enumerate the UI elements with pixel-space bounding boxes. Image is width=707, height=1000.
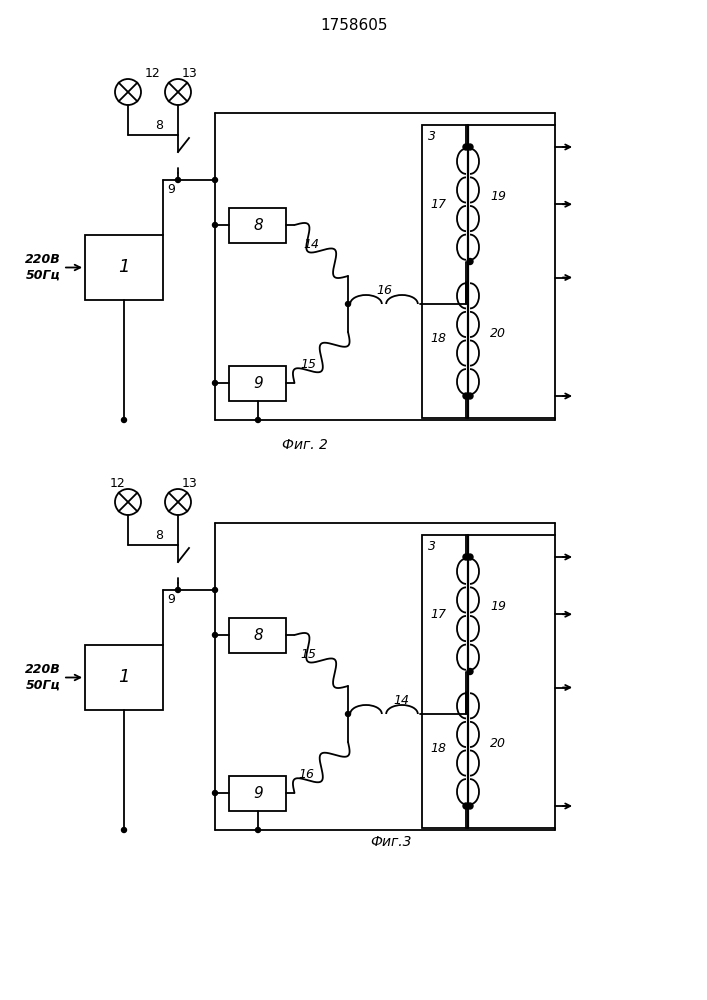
Text: 16: 16 [298,768,315,782]
Circle shape [122,418,127,422]
Circle shape [467,554,473,560]
Text: 17: 17 [430,198,446,211]
Circle shape [213,790,218,796]
Circle shape [463,144,469,150]
Text: 14: 14 [393,694,409,708]
Text: 3: 3 [428,540,436,553]
Bar [230,208,286,242]
Text: 9: 9 [253,375,263,390]
Circle shape [175,587,180,592]
Circle shape [467,803,473,809]
Bar [230,617,286,652]
Text: 1758605: 1758605 [320,18,387,33]
Text: 14: 14 [303,238,320,251]
Circle shape [175,178,180,182]
Circle shape [213,178,218,182]
Text: 18: 18 [430,332,446,345]
Text: 20: 20 [490,737,506,750]
Text: 50Гц: 50Гц [26,679,61,692]
Text: Фиг. 2: Фиг. 2 [282,438,328,452]
Bar [422,125,555,418]
Circle shape [463,803,469,809]
Bar [230,365,286,400]
Text: 50Гц: 50Гц [26,269,61,282]
Circle shape [467,144,473,150]
Circle shape [255,418,260,422]
Circle shape [122,828,127,832]
Text: 9: 9 [167,183,175,196]
Text: 12: 12 [110,477,125,490]
Text: 13: 13 [182,477,198,490]
Bar [230,776,286,810]
Text: 16: 16 [376,284,392,298]
Text: 19: 19 [490,190,506,203]
Text: 9: 9 [253,786,263,800]
Text: 20: 20 [490,327,506,340]
Text: Фиг.3: Фиг.3 [370,835,411,849]
Bar [85,645,163,710]
Circle shape [213,587,218,592]
Bar [422,535,555,828]
Text: 9: 9 [167,593,175,606]
Circle shape [255,828,260,832]
Circle shape [467,668,473,674]
Circle shape [463,393,469,399]
Text: 13: 13 [182,67,198,80]
Text: 220В: 220В [25,663,61,676]
Text: 12: 12 [145,67,160,80]
Text: 8: 8 [253,628,263,643]
Text: 220В: 220В [25,253,61,266]
Text: 3: 3 [428,130,436,143]
Text: 15: 15 [300,359,317,371]
Text: 8: 8 [253,218,263,232]
Text: 17: 17 [430,608,446,621]
Circle shape [346,302,351,306]
Circle shape [213,223,218,228]
Text: 1: 1 [118,258,130,276]
Circle shape [346,712,351,716]
Text: 15: 15 [300,648,317,662]
Text: 8: 8 [155,529,163,542]
Circle shape [213,380,218,385]
Circle shape [213,633,218,638]
Bar [85,235,163,300]
Text: 8: 8 [155,119,163,132]
Circle shape [467,393,473,399]
Circle shape [463,554,469,560]
Text: 18: 18 [430,742,446,755]
Text: 1: 1 [118,668,130,686]
Text: 19: 19 [490,600,506,613]
Circle shape [467,258,473,264]
